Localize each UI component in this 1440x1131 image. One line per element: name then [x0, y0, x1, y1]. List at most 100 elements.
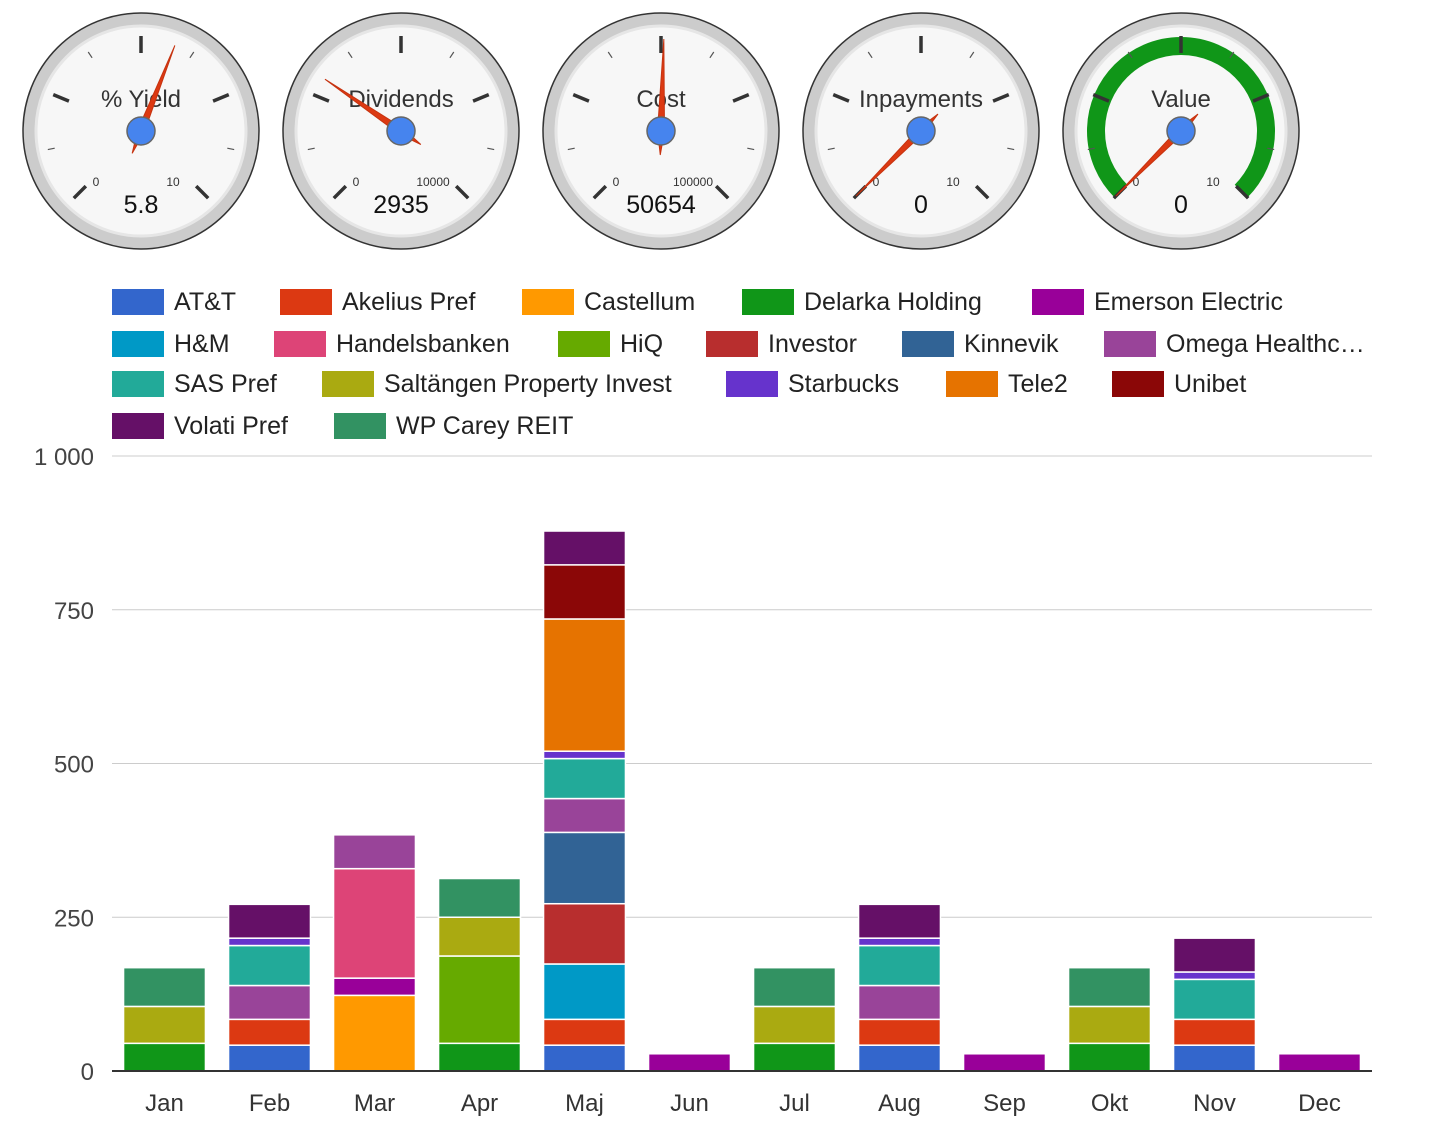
bar-segment-delarka-holding[interactable] — [439, 1043, 521, 1071]
legend-swatch — [522, 289, 574, 315]
legend-item-salt-ngen-property-invest[interactable]: Saltängen Property Invest — [322, 369, 672, 399]
bar-segment-delarka-holding[interactable] — [124, 1043, 206, 1071]
legend-item-wp-carey-reit[interactable]: WP Carey REIT — [334, 411, 573, 441]
legend-swatch — [112, 289, 164, 315]
y-tick-label: 500 — [54, 752, 94, 779]
bar-segment-sas-pref[interactable] — [544, 759, 626, 799]
legend-item-hiq[interactable]: HiQ — [558, 329, 663, 359]
bar-segment-handelsbanken[interactable] — [334, 869, 416, 978]
bar-segment-sas-pref[interactable] — [229, 946, 311, 986]
legend-item-sas-pref[interactable]: SAS Pref — [112, 369, 277, 399]
gauge-inpayments: Inpayments0 100 — [803, 13, 1039, 249]
bar-segment-investor[interactable] — [544, 904, 626, 964]
x-tick-label: Feb — [249, 1090, 290, 1117]
bar-segment-delarka-holding[interactable] — [1069, 1043, 1151, 1071]
bar-segment-emerson-electric[interactable] — [334, 978, 416, 995]
bar-stack-jan — [124, 968, 206, 1071]
bar-segment-at-t[interactable] — [859, 1045, 941, 1071]
legend-swatch — [112, 331, 164, 357]
legend-item-kinnevik[interactable]: Kinnevik — [902, 329, 1059, 359]
bar-segment-volati-pref[interactable] — [544, 531, 626, 565]
bar-segment-akelius-pref[interactable] — [859, 1019, 941, 1045]
legend-item-investor[interactable]: Investor — [706, 329, 857, 359]
bar-segment-sas-pref[interactable] — [859, 946, 941, 986]
legend-label: AT&T — [174, 288, 236, 317]
legend-item-emerson-electric[interactable]: Emerson Electric — [1032, 287, 1283, 317]
legend-item-h-m[interactable]: H&M — [112, 329, 230, 359]
bar-segment-akelius-pref[interactable] — [229, 1019, 311, 1045]
bar-segment-salt-ngen-property-invest[interactable] — [1069, 1006, 1151, 1043]
bar-segment-at-t[interactable] — [544, 1045, 626, 1071]
legend-item-omega-healthc[interactable]: Omega Healthc… — [1104, 329, 1365, 359]
bar-segment-starbucks[interactable] — [544, 751, 626, 758]
legend-item-volati-pref[interactable]: Volati Pref — [112, 411, 288, 441]
gauge-panel: % Yield0105.8Dividends0100002935Cost0100… — [0, 0, 1440, 260]
bar-stack-maj — [544, 531, 626, 1071]
bar-segment-tele2[interactable] — [544, 619, 626, 751]
legend-item-delarka-holding[interactable]: Delarka Holding — [742, 287, 982, 317]
bar-stack-jun — [649, 1054, 731, 1071]
bar-segment-starbucks[interactable] — [1174, 972, 1256, 979]
bar-segment-castellum[interactable] — [334, 995, 416, 1071]
bar-segment-akelius-pref[interactable] — [1174, 1019, 1256, 1045]
y-tick-label: 0 — [81, 1059, 94, 1086]
x-tick-label: Aug — [878, 1090, 921, 1117]
gauge-title: Dividends — [348, 86, 453, 113]
legend-label: Handelsbanken — [336, 330, 510, 359]
legend-swatch — [946, 371, 998, 397]
bar-stack-okt — [1069, 968, 1151, 1071]
legend-item-at-t[interactable]: AT&T — [112, 287, 236, 317]
bar-segment-emerson-electric[interactable] — [964, 1054, 1046, 1071]
gauge-hub — [1167, 117, 1195, 145]
bar-segment-salt-ngen-property-invest[interactable] — [124, 1006, 206, 1043]
bar-segment-salt-ngen-property-invest[interactable] — [439, 917, 521, 956]
bar-segment-omega-healthc[interactable] — [544, 799, 626, 833]
bar-segment-starbucks[interactable] — [859, 938, 941, 945]
bar-stack-feb — [229, 904, 311, 1071]
bar-segment-omega-healthc[interactable] — [229, 986, 311, 1020]
legend-label: Delarka Holding — [804, 288, 982, 317]
bar-segment-salt-ngen-property-invest[interactable] — [754, 1006, 836, 1043]
bar-stack-nov — [1174, 938, 1256, 1071]
gauge-value-readout: 2935 — [373, 191, 429, 219]
legend-swatch — [322, 371, 374, 397]
x-tick-label: Jul — [779, 1090, 810, 1117]
gauge-dividends: Dividends 0 10000 2935 — [283, 13, 519, 249]
bar-segment-wp-carey-reit[interactable] — [1069, 968, 1151, 1007]
bar-segment-hiq[interactable] — [439, 956, 521, 1043]
x-tick-label: Jun — [670, 1090, 709, 1117]
bar-segment-volati-pref[interactable] — [1174, 938, 1256, 972]
bar-segment-volati-pref[interactable] — [859, 904, 941, 938]
bar-segment-akelius-pref[interactable] — [544, 1019, 626, 1045]
gauge-min-label: 0 — [353, 175, 360, 189]
bar-segment-emerson-electric[interactable] — [649, 1054, 731, 1071]
bar-segment-h-m[interactable] — [544, 964, 626, 1019]
bar-segment-emerson-electric[interactable] — [1279, 1054, 1361, 1071]
gauge-max-label: 10000 — [416, 175, 450, 189]
legend-item-unibet[interactable]: Unibet — [1112, 369, 1246, 399]
x-tick-label: Dec — [1298, 1090, 1341, 1117]
bar-segment-at-t[interactable] — [229, 1045, 311, 1071]
legend-item-starbucks[interactable]: Starbucks — [726, 369, 899, 399]
bar-segment-volati-pref[interactable] — [229, 904, 311, 938]
legend-item-akelius-pref[interactable]: Akelius Pref — [280, 287, 475, 317]
bar-segment-kinnevik[interactable] — [544, 832, 626, 903]
legend-swatch — [902, 331, 954, 357]
bar-segment-wp-carey-reit[interactable] — [439, 879, 521, 918]
gauge-value-readout: 5.8 — [124, 191, 159, 219]
bar-segment-omega-healthc[interactable] — [334, 835, 416, 869]
bar-segment-omega-healthc[interactable] — [859, 986, 941, 1020]
bar-segment-sas-pref[interactable] — [1174, 979, 1256, 1019]
legend-item-tele2[interactable]: Tele2 — [946, 369, 1068, 399]
bar-segment-starbucks[interactable] — [229, 938, 311, 945]
bar-stack-apr — [439, 879, 521, 1071]
stacked-bar-chart: 0 250 500 750 1 000 Jan Feb Mar Apr Maj Jun Jul Aug S… — [0, 440, 1440, 1126]
legend-item-handelsbanken[interactable]: Handelsbanken — [274, 329, 510, 359]
bar-segment-wp-carey-reit[interactable] — [124, 968, 206, 1007]
bar-segment-unibet[interactable] — [544, 565, 626, 619]
bar-segment-delarka-holding[interactable] — [754, 1043, 836, 1071]
legend-swatch — [742, 289, 794, 315]
legend-item-castellum[interactable]: Castellum — [522, 287, 695, 317]
bar-segment-wp-carey-reit[interactable] — [754, 968, 836, 1007]
bar-segment-at-t[interactable] — [1174, 1045, 1256, 1071]
